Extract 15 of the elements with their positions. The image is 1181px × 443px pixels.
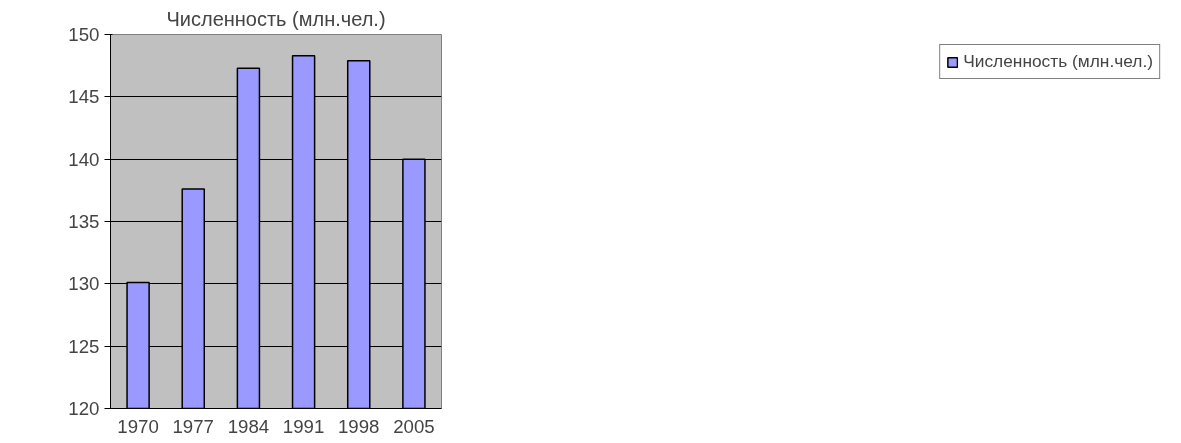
x-tick-label: 2005 xyxy=(393,415,435,437)
y-tick-label: 150 xyxy=(68,24,100,45)
y-tick-label: 135 xyxy=(68,211,100,232)
x-tick-label: 1991 xyxy=(282,415,325,437)
y-tick-label: 125 xyxy=(68,335,100,357)
x-tick-label: 1984 xyxy=(227,415,270,437)
y-tick-label: 130 xyxy=(68,273,100,295)
x-tick-label: 1970 xyxy=(117,415,159,437)
y-tick-label: 120 xyxy=(68,398,100,419)
legend-label: Численность (млн.чел.) xyxy=(963,51,1153,72)
chart-title: Численность (млн.чел.) xyxy=(166,7,386,30)
x-tick-label: 1977 xyxy=(172,415,215,437)
y-tick-label: 140 xyxy=(68,148,100,170)
x-tick-label: 1998 xyxy=(338,415,380,437)
y-tick-label: 145 xyxy=(68,86,100,108)
